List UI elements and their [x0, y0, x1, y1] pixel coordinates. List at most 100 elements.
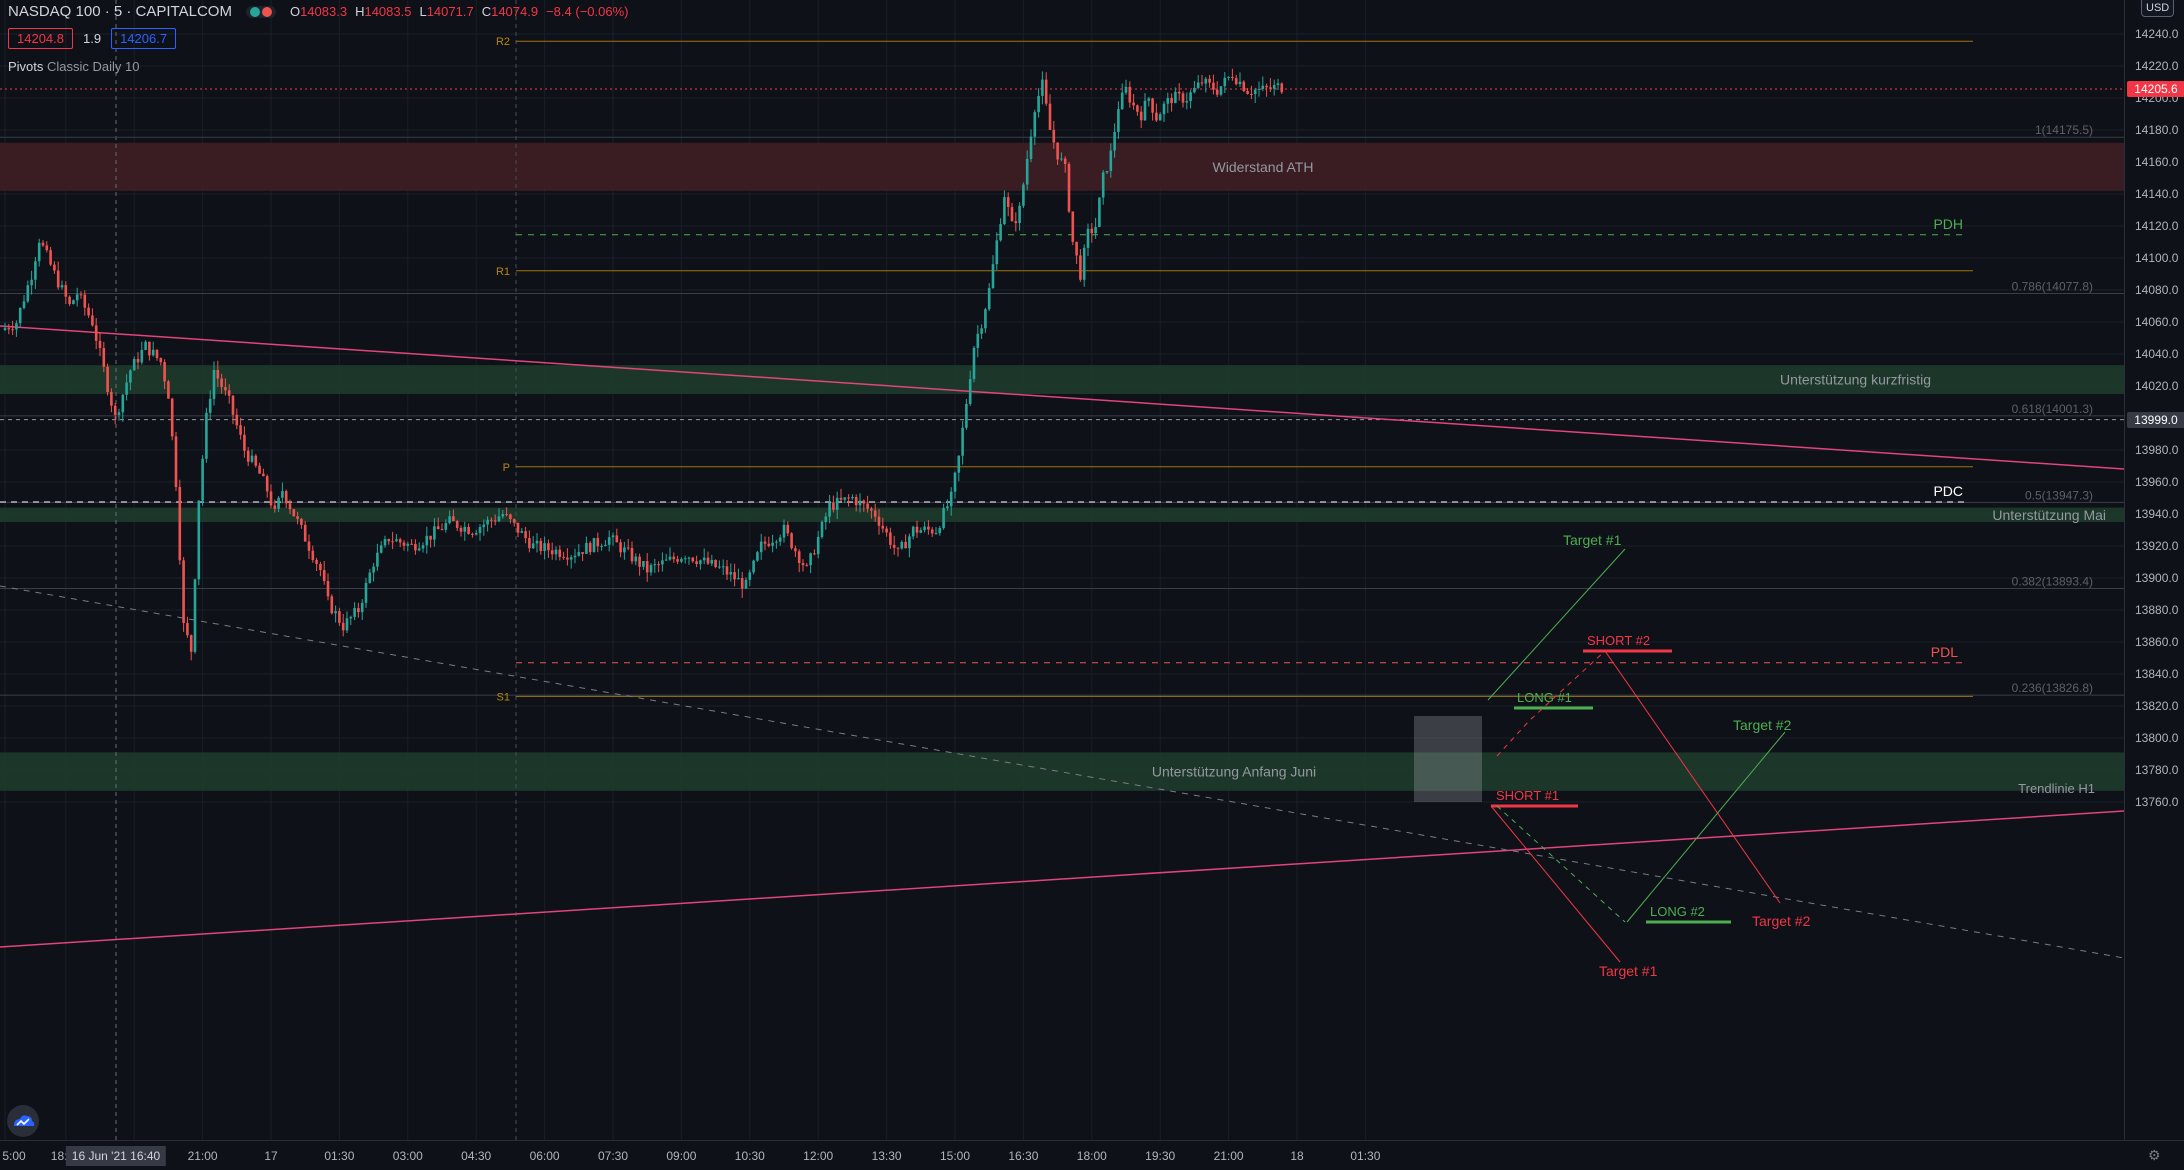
candle-body	[478, 527, 482, 533]
candle-body	[94, 325, 98, 341]
ohlc-key: O	[289, 4, 301, 19]
price-tick: 13820.0	[2135, 699, 2179, 713]
candle-body	[91, 315, 94, 326]
candle-body	[1139, 111, 1143, 121]
consolidation-box	[1414, 716, 1482, 802]
price-chart[interactable]: Widerstand ATH Unterstützung kurzfristig U…	[0, 0, 2124, 1140]
candle-body	[512, 519, 516, 523]
candle-body	[1048, 103, 1052, 130]
candle-body	[600, 546, 603, 548]
candle-body	[159, 358, 163, 363]
price-tick: 13940.0	[2135, 507, 2179, 521]
zone-label: Widerstand ATH	[1213, 159, 1314, 175]
time-tick: 04:30	[461, 1149, 492, 1163]
short1-label: SHORT #1	[1496, 788, 1559, 803]
candle-body	[649, 565, 653, 573]
candle-body	[1174, 91, 1177, 104]
candle-body	[976, 333, 980, 348]
ask-button[interactable]: 14206.7	[111, 28, 177, 49]
zone-resistance	[0, 142, 2124, 191]
candle-body	[1124, 86, 1128, 93]
ohlc-value: 14083.3	[300, 4, 348, 19]
chart-pane[interactable]: Widerstand ATH Unterstützung kurzfristig U…	[0, 0, 2124, 1140]
candle-body	[1215, 89, 1219, 95]
candle-body	[205, 412, 208, 459]
time-tick: 07:30	[597, 1149, 629, 1163]
price-tick: 14120.0	[2135, 219, 2179, 233]
bid-button[interactable]: 14204.8	[8, 28, 73, 49]
ohlc-value: 14074.9	[491, 4, 539, 19]
tradingview-logo-icon[interactable]	[7, 1105, 39, 1137]
candle-body	[729, 572, 733, 575]
candle-body	[1117, 109, 1120, 132]
candle-body	[151, 349, 155, 356]
time-axis[interactable]: ⚙ 5:00 18:00 19:30 21:00 17 01:30 03:00 04:30 06…	[0, 1140, 2184, 1170]
candle-body	[938, 528, 942, 534]
candle-body	[892, 544, 896, 548]
candle-body	[265, 476, 269, 492]
pdl-label: PDL	[1931, 644, 1958, 660]
currency-badge[interactable]: USD	[2141, 0, 2175, 17]
candle-body	[1105, 171, 1109, 173]
price-tick: 13900.0	[2135, 571, 2179, 585]
last-price-label: 14205.6	[2127, 81, 2184, 98]
candle-body	[182, 560, 185, 623]
red-dot-icon[interactable]	[261, 6, 272, 17]
pivot-label: R1	[496, 266, 510, 278]
crosshair-date: 16 Jun '21	[71, 1149, 127, 1163]
time-tick: 01:30	[1350, 1149, 1381, 1163]
candle-body	[657, 564, 660, 566]
candle-body	[1006, 197, 1010, 207]
visibility-toggles[interactable]	[245, 5, 276, 18]
candle-body	[934, 533, 938, 535]
candle-body	[528, 538, 531, 549]
candle-body	[341, 622, 345, 631]
fib-label: 0.786(14077.8)	[2012, 280, 2093, 294]
candle-body	[414, 543, 417, 551]
candle-body	[1136, 105, 1139, 112]
symbol-title[interactable]: NASDAQ 100 · 5 · CAPITALCOM	[8, 3, 232, 20]
candle-body	[83, 294, 87, 308]
candle-body	[227, 390, 231, 396]
price-axis[interactable]: USD 14240.0 14220.0 14200.0 14180.0 14160.0 1…	[2124, 0, 2184, 1140]
candle-body	[330, 596, 334, 614]
candle-body	[452, 516, 455, 522]
candle-body	[30, 279, 33, 286]
candle-body	[1276, 83, 1280, 86]
candle-body	[1090, 228, 1094, 234]
candle-body	[718, 566, 721, 568]
candle-body	[1063, 158, 1067, 165]
crosshair-time-label: 16 Jun '21 16:40	[65, 1146, 167, 1166]
candle-body	[433, 526, 436, 540]
candle-body	[463, 526, 467, 532]
short2-label: SHORT #2	[1587, 633, 1650, 648]
candle-body	[683, 558, 687, 560]
candle-body	[383, 539, 387, 546]
candle-body	[243, 434, 246, 451]
resistance-trendline	[0, 325, 2124, 470]
candle-body	[687, 557, 691, 559]
candle-body	[319, 563, 322, 571]
candle-body	[493, 520, 497, 522]
candle-body	[1253, 89, 1257, 95]
candle-body	[854, 497, 858, 506]
candle-body	[908, 536, 911, 549]
candle-body	[737, 578, 740, 580]
candle-body	[231, 395, 235, 415]
indicator-legend[interactable]: Pivots Classic Daily 10	[8, 59, 140, 74]
candle-body	[930, 529, 934, 534]
candle-body	[809, 553, 812, 566]
candle-body	[1227, 76, 1230, 78]
candle-body	[421, 545, 425, 549]
candle-body	[520, 531, 524, 533]
time-tick: 18	[1290, 1149, 1304, 1163]
candle-body	[288, 503, 292, 510]
candle-body	[322, 570, 326, 582]
candles	[3, 68, 1284, 661]
green-dot-icon[interactable]	[249, 6, 260, 17]
candle-body	[459, 527, 463, 532]
candle-body	[357, 608, 360, 613]
gear-icon[interactable]: ⚙	[2148, 1147, 2161, 1163]
candle-body	[1014, 221, 1018, 224]
candle-body	[816, 536, 820, 555]
